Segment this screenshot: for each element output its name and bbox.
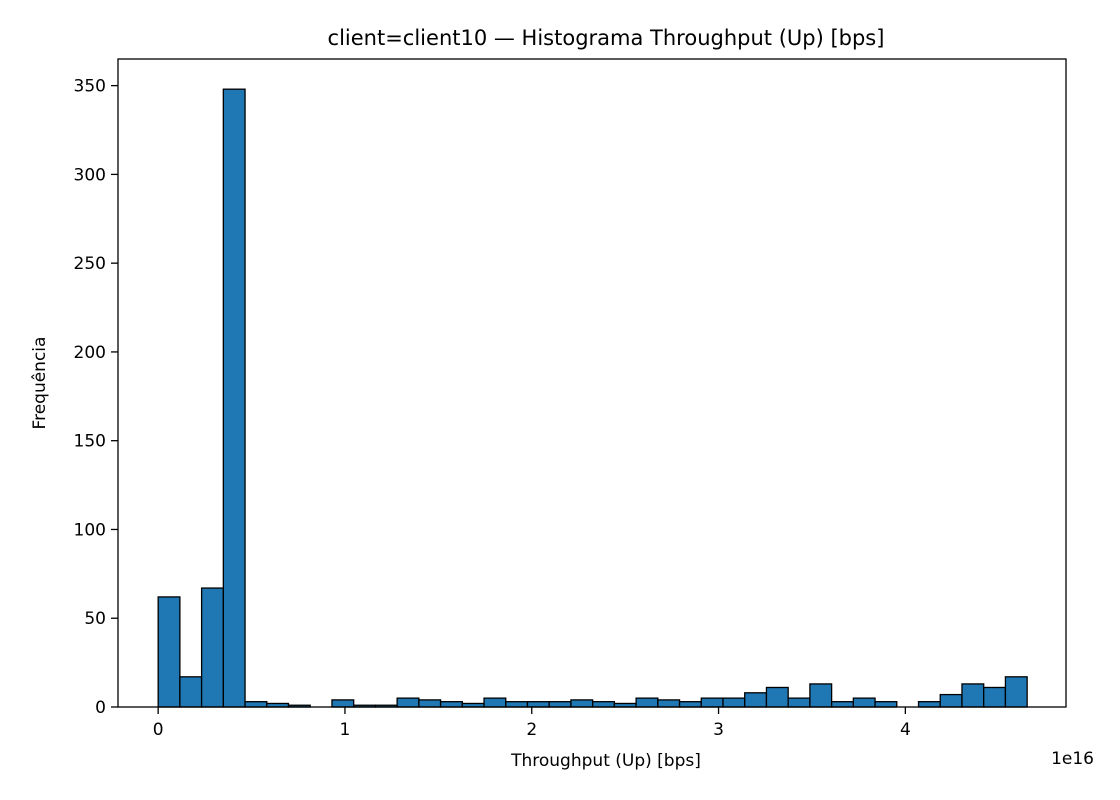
bars-group	[157, 88, 1028, 708]
histogram-bar	[483, 697, 507, 708]
histogram-bar	[418, 699, 442, 708]
y-tick-label: 300	[74, 165, 106, 185]
histogram-bar	[678, 701, 702, 708]
x-axis-label: Throughput (Up) [bps]	[510, 751, 701, 771]
y-tick-label: 150	[74, 432, 106, 452]
x-axis-ticks: 0 1 2 3 4	[153, 707, 911, 740]
histogram-bar	[874, 701, 898, 708]
histogram-bar	[961, 683, 985, 708]
histogram-bar	[439, 701, 463, 708]
histogram-bar	[526, 701, 550, 708]
histogram-bar	[244, 701, 268, 708]
y-axis-label: Frequência	[30, 337, 50, 430]
histogram-bar	[787, 697, 811, 708]
histogram-bar	[396, 697, 420, 708]
histogram-bar	[570, 699, 594, 708]
histogram-bar	[722, 697, 746, 708]
histogram-bar	[765, 686, 789, 708]
plot-frame	[117, 58, 1067, 708]
histogram-bar	[157, 596, 181, 708]
x-tick-label: 0	[153, 720, 164, 740]
x-tick-label: 1	[340, 720, 351, 740]
histogram-bar	[983, 686, 1007, 708]
y-axis-ticks: 0 50 100 150 200 250 300 350	[74, 77, 118, 718]
x-tick-label: 3	[713, 720, 724, 740]
histogram-bar	[917, 701, 941, 708]
histogram-bar	[657, 699, 681, 708]
y-tick-label: 0	[95, 698, 106, 718]
histogram-bar	[592, 701, 616, 708]
histogram-bar	[830, 701, 854, 708]
x-tick-label: 4	[900, 720, 911, 740]
x-tick-label: 2	[526, 720, 537, 740]
chart-title: client=client10 — Histograma Throughput …	[328, 26, 885, 50]
y-tick-label: 200	[74, 343, 106, 363]
y-tick-label: 50	[84, 609, 106, 629]
histogram-bar	[222, 88, 246, 708]
histogram-bar	[744, 692, 768, 708]
histogram-bar	[548, 701, 572, 708]
histogram-bar	[809, 683, 833, 708]
y-tick-label: 100	[74, 520, 106, 540]
y-tick-label: 350	[74, 77, 106, 97]
histogram-bar	[1004, 676, 1028, 708]
histogram-bar	[635, 697, 659, 708]
histogram-bar	[200, 587, 224, 708]
histogram-bar	[939, 693, 963, 708]
x-offset-label: 1e16	[1051, 749, 1094, 769]
histogram-bar	[179, 676, 203, 708]
histogram-bar	[331, 699, 355, 708]
histogram-bar	[700, 697, 724, 708]
y-tick-label: 250	[74, 254, 106, 274]
histogram-bar	[852, 697, 876, 708]
histogram-bar	[505, 701, 529, 708]
